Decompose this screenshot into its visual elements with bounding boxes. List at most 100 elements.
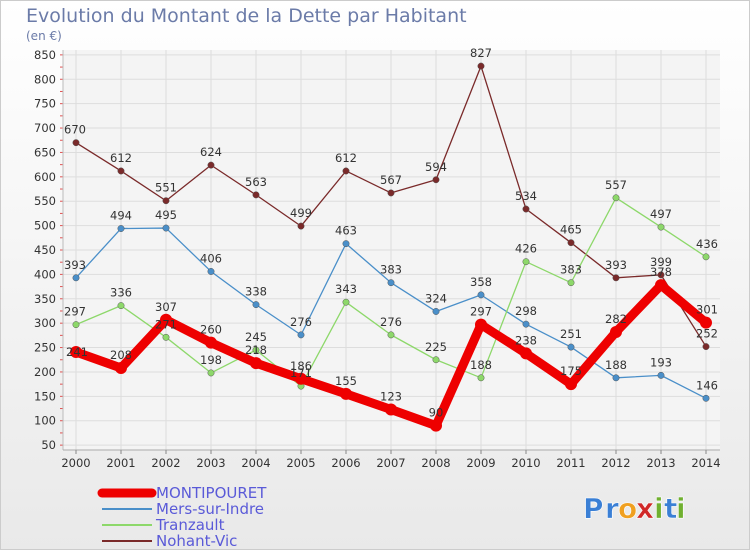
- data-point-nohant-vic: [72, 139, 80, 147]
- data-label-montipouret: 155: [335, 374, 357, 388]
- data-point-nohant-vic: [117, 167, 125, 175]
- logo-letter: r: [605, 492, 619, 525]
- x-tick-label: 2000: [61, 456, 90, 470]
- data-point-tranzault: [567, 279, 575, 287]
- data-label-tranzault: 171: [290, 366, 312, 380]
- data-label-tranzault: 188: [470, 358, 492, 372]
- data-label-tranzault: 297: [64, 305, 86, 319]
- data-point-mers-sur-indre: [477, 291, 485, 299]
- data-label-nohant-vic: 670: [64, 123, 86, 137]
- data-label-mers-sur-indre: 251: [560, 327, 582, 341]
- data-label-montipouret: 238: [515, 333, 537, 347]
- data-point-mers-sur-indre: [522, 320, 530, 328]
- data-label-tranzault: 198: [200, 353, 222, 367]
- y-tick-label: 150: [34, 389, 56, 403]
- data-label-montipouret: 260: [200, 323, 222, 337]
- data-label-montipouret: 175: [560, 364, 582, 378]
- data-label-montipouret: 208: [110, 348, 132, 362]
- data-label-montipouret: 282: [605, 312, 627, 326]
- data-point-montipouret: [160, 313, 172, 326]
- x-axis-ticks: 2000 2001 2002 2003 2004 2005 2006 2007 2008 2009…: [61, 449, 721, 470]
- data-point-mers-sur-indre: [342, 240, 350, 248]
- data-label-mers-sur-indre: 338: [245, 285, 267, 299]
- data-point-montipouret: [70, 345, 82, 358]
- data-label-tranzault: 436: [696, 237, 718, 251]
- data-label-mers-sur-indre: 406: [200, 251, 222, 265]
- data-label-nohant-vic: 499: [290, 206, 312, 220]
- y-tick-label: 800: [34, 72, 56, 86]
- chart-subtitle: (en €): [26, 29, 62, 43]
- data-point-tranzault: [612, 194, 620, 202]
- data-label-tranzault: 225: [425, 340, 447, 354]
- data-point-tranzault: [72, 321, 80, 329]
- x-tick-label: 2003: [196, 456, 225, 470]
- data-point-mers-sur-indre: [252, 301, 260, 309]
- data-point-nohant-vic: [657, 271, 665, 279]
- x-tick-label: 2013: [646, 456, 675, 470]
- y-tick-label: 450: [34, 243, 56, 257]
- y-axis-ticks: 50 100 150 200 250 300 350 400 450 500 550 600 650 70…: [34, 48, 64, 452]
- data-point-mers-sur-indre: [612, 374, 620, 382]
- data-point-mers-sur-indre: [72, 274, 80, 282]
- data-label-tranzault: 557: [605, 178, 627, 192]
- data-point-nohant-vic: [702, 343, 710, 351]
- data-label-nohant-vic: 612: [335, 151, 357, 165]
- data-label-montipouret: 123: [380, 390, 402, 404]
- data-point-montipouret: [115, 362, 127, 375]
- data-label-nohant-vic: 252: [696, 327, 718, 341]
- y-tick-label: 650: [34, 145, 56, 159]
- data-point-nohant-vic: [297, 222, 305, 230]
- data-label-tranzault: 245: [245, 330, 267, 344]
- data-labels: 670 612 551 624 563 499 612 567 594 827 534 465 393 3…: [64, 46, 718, 420]
- data-label-nohant-vic: 612: [110, 151, 132, 165]
- y-tick-label: 300: [34, 316, 56, 330]
- data-label-nohant-vic: 563: [245, 175, 267, 189]
- x-tick-label: 2006: [331, 456, 360, 470]
- data-point-nohant-vic: [342, 167, 350, 175]
- y-tick-label: 550: [34, 194, 56, 208]
- data-point-montipouret: [565, 378, 577, 391]
- data-point-nohant-vic: [522, 205, 530, 213]
- data-point-nohant-vic: [567, 239, 575, 247]
- data-label-nohant-vic: 827: [470, 46, 492, 60]
- data-point-montipouret: [385, 403, 397, 416]
- data-label-montipouret: 90: [429, 406, 444, 420]
- legend-label-montipouret: MONTIPOURET: [156, 484, 267, 502]
- logo-letter: t: [664, 492, 677, 525]
- legend-label-mers-sur-indre: Mers-sur-Indre: [156, 500, 264, 518]
- data-point-tranzault: [252, 346, 260, 354]
- data-label-tranzault: 497: [650, 207, 672, 221]
- data-point-nohant-vic: [477, 62, 485, 70]
- y-tick-label: 350: [34, 292, 56, 306]
- data-point-montipouret: [250, 357, 262, 370]
- data-label-nohant-vic: 534: [515, 189, 537, 203]
- x-tick-label: 2009: [466, 456, 495, 470]
- data-point-montipouret: [610, 325, 622, 338]
- logo-letter: i: [654, 492, 664, 525]
- logo-letter: P: [583, 492, 604, 525]
- data-point-tranzault: [657, 223, 665, 231]
- data-point-montipouret: [205, 336, 217, 349]
- data-point-nohant-vic: [207, 161, 215, 169]
- x-tick-label: 2014: [691, 456, 720, 470]
- legend-label-nohant-vic: Nohant-Vic: [156, 532, 237, 550]
- legend-label-tranzault: Tranzault: [155, 516, 225, 534]
- data-point-mers-sur-indre: [702, 394, 710, 402]
- data-label-mers-sur-indre: 495: [155, 208, 177, 222]
- data-label-montipouret: 301: [696, 303, 718, 317]
- data-point-tranzault: [207, 369, 215, 377]
- data-label-tranzault: 426: [515, 242, 537, 256]
- logo-letter: o: [618, 492, 637, 525]
- data-point-montipouret: [340, 387, 352, 400]
- data-label-tranzault: 343: [335, 282, 357, 296]
- data-point-mers-sur-indre: [207, 268, 215, 275]
- x-tick-label: 2008: [421, 456, 450, 470]
- data-point-mers-sur-indre: [387, 279, 395, 287]
- data-label-nohant-vic: 465: [560, 223, 582, 237]
- series-group: [70, 62, 712, 432]
- y-tick-label: 700: [34, 121, 56, 135]
- y-tick-label: 600: [34, 170, 56, 184]
- data-label-mers-sur-indre: 188: [605, 358, 627, 372]
- data-label-mers-sur-indre: 463: [335, 224, 357, 238]
